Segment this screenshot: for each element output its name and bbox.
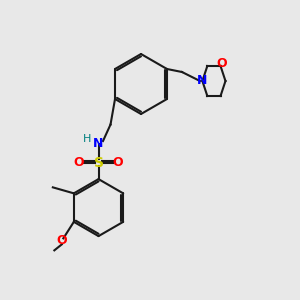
Text: N: N	[93, 137, 104, 151]
Text: O: O	[74, 156, 84, 169]
Text: O: O	[113, 156, 123, 169]
Text: H: H	[83, 134, 92, 144]
Text: O: O	[217, 57, 227, 70]
Text: S: S	[94, 156, 103, 170]
Text: O: O	[56, 234, 67, 247]
Text: N: N	[197, 74, 208, 88]
